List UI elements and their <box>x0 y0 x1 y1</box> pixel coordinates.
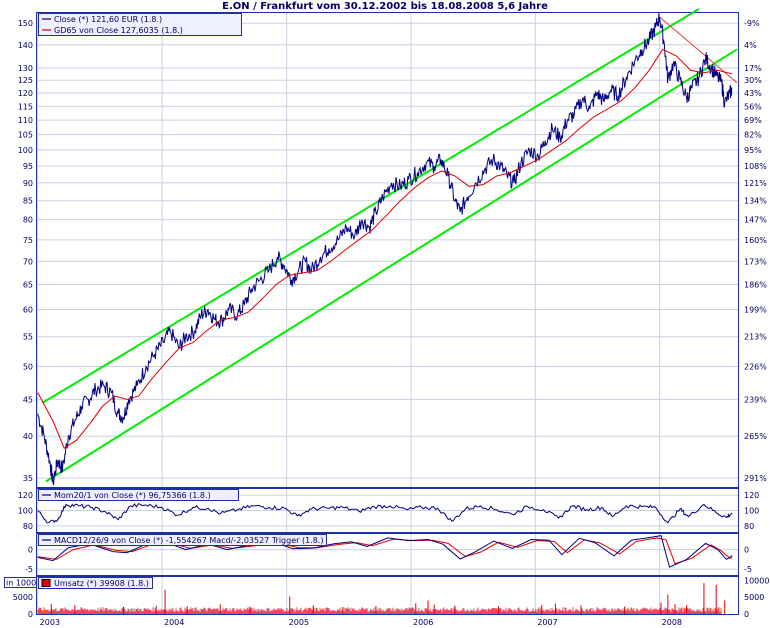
volume-legend: Umsatz (*) 39908 (1.8.) <box>38 577 153 589</box>
volume-unit-label: in 1000 <box>6 579 36 588</box>
legend-macd-label: MACD12/26/9 von Close (*) -1,554267 Macd… <box>54 536 323 545</box>
momentum-tick-left: 120 <box>18 491 33 500</box>
volume-tick-left: 5000 <box>13 593 33 602</box>
y-tick-label-right: 4% <box>744 41 757 50</box>
legend-close-label: Close (*) 121,60 EUR (1.8.) <box>54 15 162 24</box>
y-tick-label-right: 265% <box>744 432 767 441</box>
momentum-line <box>37 503 733 524</box>
y-tick-label-left: 125 <box>18 76 33 85</box>
y-tick-label-right: 108% <box>744 162 767 171</box>
y-tick-label-right: 186% <box>744 281 767 290</box>
legend-volume-swatch <box>41 579 51 587</box>
y-tick-label-right: 226% <box>744 363 767 372</box>
y-tick-label-left: 75 <box>23 236 33 245</box>
x-tick-label: 2003 <box>40 618 60 627</box>
y-tick-label-right: 56% <box>744 102 762 111</box>
y-tick-label-right: 69% <box>744 116 762 125</box>
y-tick-label-right: 173% <box>744 257 767 266</box>
price-legend: Close (*) 121,60 EUR (1.8.) GD65 von Clo… <box>38 13 242 36</box>
y-tick-label-right: 239% <box>744 395 767 404</box>
macd-tick-left: -5 <box>25 565 33 574</box>
y-tick-label-left: 60 <box>23 306 33 315</box>
x-tick-label: 2004 <box>164 618 184 627</box>
legend-gd65-label: GD65 von Close 127,6035 (1.8.) <box>54 26 183 35</box>
volume-bars <box>37 607 722 614</box>
price-panel-frame <box>36 12 739 488</box>
y-tick-label-left: 110 <box>18 116 33 125</box>
legend-volume-label: Umsatz (*) 39908 (1.8.) <box>54 579 149 588</box>
y-tick-label-right: 160% <box>744 236 767 245</box>
y-tick-label-right: 95% <box>744 146 762 155</box>
volume-unit-box <box>4 577 37 588</box>
y-tick-label-right: 121% <box>744 179 767 188</box>
y-tick-label-right: 147% <box>744 216 767 225</box>
y-tick-label-left: 150 <box>18 19 33 28</box>
macd-tick-left: 0 <box>28 546 33 555</box>
y-tick-label-left: 85 <box>23 197 33 206</box>
x-tick-label: 2006 <box>413 618 433 627</box>
y-tick-label-left: 140 <box>18 41 33 50</box>
y-tick-label-left: 55 <box>23 333 33 342</box>
y-tick-label-left: 130 <box>18 64 33 73</box>
legend-momentum-label: Mom20/1 von Close (*) 96,75366 (1.8.) <box>54 491 211 500</box>
y-tick-label-left: 40 <box>23 432 33 441</box>
momentum-tick-left: 100 <box>18 507 33 516</box>
x-tick-label: 2007 <box>537 618 557 627</box>
momentum-tick-right: 100 <box>744 507 759 516</box>
y-tick-label-left: 100 <box>18 146 33 155</box>
y-tick-label-right: -9% <box>744 19 760 28</box>
y-tick-label-right: 43% <box>744 89 762 98</box>
chart-title: E.ON / Frankfurt vom 30.12.2002 bis 18.0… <box>222 1 548 12</box>
x-tick-label: 2008 <box>662 618 682 627</box>
y-tick-label-right: 30% <box>744 76 762 85</box>
y-tick-label-right: 213% <box>744 333 767 342</box>
gd65-line <box>37 48 733 449</box>
y-tick-label-left: 35 <box>23 474 33 483</box>
macd-tick-right: -5 <box>744 565 752 574</box>
momentum-legend: Mom20/1 von Close (*) 96,75366 (1.8.) <box>38 489 239 501</box>
volume-tick-right: 10000 <box>744 576 769 585</box>
momentum-tick-right: 120 <box>744 491 759 500</box>
momentum-tick-left: 80 <box>23 522 33 531</box>
y-tick-label-left: 45 <box>23 395 33 404</box>
y-tick-label-left: 80 <box>23 216 33 225</box>
y-tick-label-left: 65 <box>23 281 33 290</box>
x-tick-label: 2005 <box>289 618 309 627</box>
y-tick-label-left: 105 <box>18 131 33 140</box>
y-tick-label-right: 17% <box>744 64 762 73</box>
y-tick-label-left: 90 <box>23 179 33 188</box>
y-tick-label-left: 120 <box>18 89 33 98</box>
macd-tick-right: 0 <box>744 546 749 555</box>
y-tick-label-left: 95 <box>23 162 33 171</box>
lower-channel-line <box>45 48 738 483</box>
y-tick-label-right: 291% <box>744 474 767 483</box>
volume-tick-left: 0 <box>28 610 33 619</box>
volume-tick-right: 5000 <box>744 593 764 602</box>
upper-channel-line <box>41 8 700 404</box>
volume-tick-right: 0 <box>744 610 749 619</box>
volume-panel-frame <box>36 576 739 615</box>
y-tick-label-right: 82% <box>744 131 762 140</box>
y-tick-label-left: 115 <box>18 102 33 111</box>
y-tick-label-left: 70 <box>23 257 33 266</box>
y-tick-label-left: 50 <box>23 363 33 372</box>
close-price-line <box>37 13 733 486</box>
y-tick-label-right: 134% <box>744 197 767 206</box>
y-tick-label-right: 199% <box>744 306 767 315</box>
macd-legend: MACD12/26/9 von Close (*) -1,554267 Macd… <box>38 534 327 546</box>
momentum-tick-right: 80 <box>744 522 754 531</box>
